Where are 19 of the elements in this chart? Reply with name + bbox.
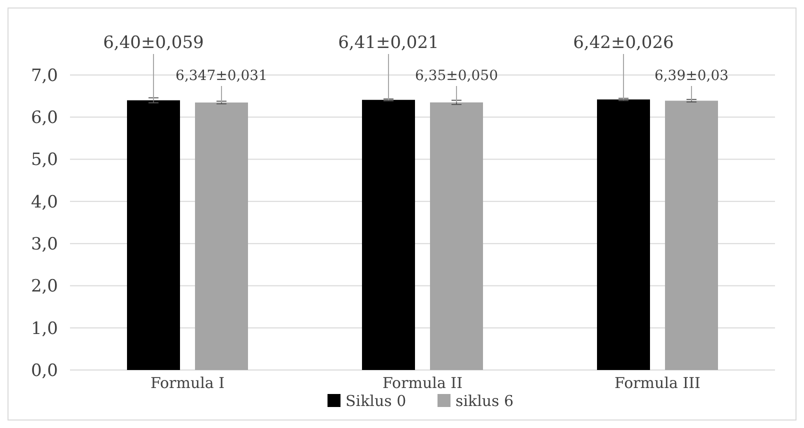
data-label: 6,347±0,031	[176, 68, 268, 84]
data-label: 6,40±0,059	[103, 33, 204, 53]
data-label: 6,42±0,026	[573, 33, 674, 53]
x-tick-label: Formula III	[614, 374, 701, 392]
x-tick-label: Formula II	[382, 374, 463, 392]
y-tick-label: 6,0	[30, 108, 58, 128]
x-tick-label: Formula I	[150, 374, 225, 392]
data-label: 6,39±0,03	[654, 68, 729, 84]
y-tick-label: 3,0	[30, 234, 58, 255]
data-label: 6,35±0,050	[415, 68, 498, 84]
y-tick-label: 2,0	[30, 276, 58, 297]
legend-label: siklus 6	[456, 392, 514, 410]
legend-label: Siklus 0	[346, 392, 406, 410]
y-tick-label: 7,0	[30, 66, 58, 86]
y-tick-label: 4,0	[30, 192, 58, 212]
data-label: 6,41±0,021	[338, 33, 439, 53]
y-tick-label: 1,0	[30, 318, 58, 339]
y-tick-label: 0,0	[30, 360, 58, 381]
y-tick-label: 5,0	[30, 150, 58, 170]
